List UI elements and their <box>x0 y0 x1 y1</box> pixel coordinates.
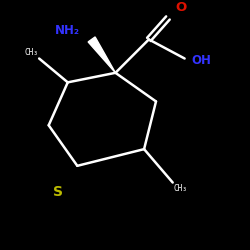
Polygon shape <box>88 37 116 73</box>
Text: NH₂: NH₂ <box>55 24 80 37</box>
Text: OH: OH <box>192 54 212 68</box>
Text: O: O <box>175 2 186 15</box>
Text: S: S <box>53 185 63 199</box>
Text: CH₃: CH₃ <box>24 48 38 57</box>
Text: CH₃: CH₃ <box>174 184 188 193</box>
